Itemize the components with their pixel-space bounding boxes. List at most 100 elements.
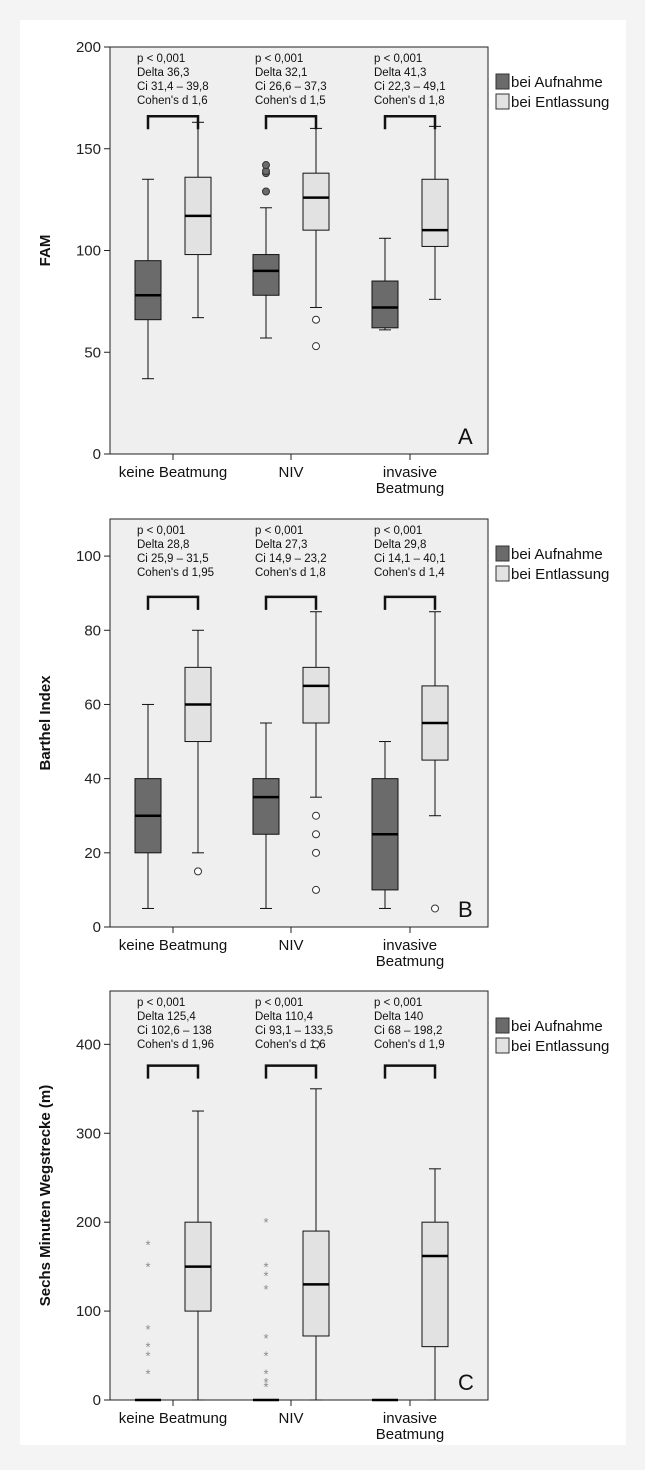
chart-panel-a: 0 50 100 150 200 FAM keine Beatmung NIV invasive… — [37, 39, 609, 497]
stat-annotation: Ci 93,1 – 133,5 — [255, 1025, 333, 1037]
y-tick-label: 150 — [76, 141, 101, 158]
box-iqr — [421, 1221, 449, 1348]
outlier-point — [312, 342, 320, 351]
x-tick-label: Beatmung — [376, 953, 444, 970]
x-tick-label: NIV — [278, 464, 303, 481]
box-entlassung — [421, 611, 449, 913]
outlier-point — [262, 187, 270, 196]
y-tick-label: 100 — [76, 548, 101, 565]
stat-annotation: p < 0,001 — [255, 53, 303, 65]
y-tick-label: 0 — [93, 919, 101, 936]
extreme-point: * — [263, 1269, 268, 1284]
stat-annotation: p < 0,001 — [374, 525, 422, 537]
significance-bracket — [383, 114, 437, 130]
x-tick-label: keine Beatmung — [119, 464, 227, 481]
y-axis-label: Sechs Minuten Wegstrecke (m) — [37, 1085, 54, 1306]
stat-annotation: Delta 32,1 — [255, 67, 307, 79]
extreme-point: * — [145, 1237, 150, 1252]
extreme-point: * — [263, 1331, 268, 1346]
legend-label: bei Aufnahme — [511, 1018, 603, 1035]
extreme-point: * — [263, 1260, 268, 1275]
stat-annotation: Ci 31,4 – 39,8 — [137, 81, 209, 93]
box-aufnahme: ********* — [253, 1215, 279, 1402]
stat-annotation: Cohen's d 1,5 — [255, 95, 326, 107]
box-iqr — [302, 172, 330, 231]
chart-panel-c: 0 100 200 300 400 Sechs Minuten Wegstrecke (m… — [37, 990, 609, 1443]
x-tick-label: NIV — [278, 1410, 303, 1427]
box-entlassung — [302, 611, 330, 894]
series-entlassung — [184, 1040, 449, 1401]
series-aufnahme — [134, 703, 399, 909]
legend-label: bei Entlassung — [511, 1038, 609, 1055]
x-tick-label: NIV — [278, 937, 303, 954]
legend-swatch — [495, 93, 510, 110]
stat-annotation: Ci 102,6 – 138 — [137, 1025, 212, 1037]
outlier-point — [312, 1040, 320, 1049]
box-iqr — [302, 666, 330, 724]
box-aufnahme — [252, 722, 280, 909]
stat-annotation: p < 0,001 — [374, 997, 422, 1009]
significance-bracket — [146, 1064, 200, 1079]
y-tick-label: 200 — [76, 1214, 101, 1231]
series-aufnahme — [134, 161, 399, 380]
box-entlassung — [421, 1168, 449, 1401]
chart-figure: 0 50 100 150 200 FAM keine Beatmung NIV invasive… — [37, 39, 609, 1443]
box-iqr — [421, 178, 449, 247]
stat-annotation: Delta 36,3 — [137, 67, 189, 79]
chart-panel-b: 0 20 40 60 80 100 Barthel Index keine Beatmung N… — [37, 518, 609, 970]
stat-annotation: p < 0,001 — [137, 53, 185, 65]
legend-swatch — [495, 73, 510, 90]
x-tick-label: Beatmung — [376, 480, 444, 497]
x-tick-label: invasive — [383, 1410, 437, 1427]
stat-annotation: Ci 14,9 – 23,2 — [255, 553, 327, 565]
y-tick-label: 50 — [84, 344, 101, 361]
box-entlassung — [184, 1110, 212, 1401]
significance-bracket — [383, 595, 437, 610]
outlier-point — [431, 904, 439, 913]
figure: 0 50 100 150 200 FAM keine Beatmung NIV invasive… — [20, 20, 626, 1445]
box-entlassung — [184, 629, 212, 876]
x-tick-label: invasive — [383, 464, 437, 481]
legend-swatch — [495, 1037, 510, 1054]
y-tick-label: 20 — [84, 845, 101, 862]
legend-label: bei Entlassung — [511, 94, 609, 111]
significance-bracket — [264, 595, 318, 610]
outlier-point — [312, 315, 320, 324]
panel-letter: C — [458, 1370, 474, 1395]
box-entlassung — [302, 1040, 330, 1401]
outlier-point — [312, 830, 320, 839]
extreme-point: * — [263, 1375, 268, 1390]
y-axis-label: Barthel Index — [37, 675, 54, 771]
stat-annotation: p < 0,001 — [137, 525, 185, 537]
stat-annotation: Ci 25,9 – 31,5 — [137, 553, 209, 565]
stat-annotation: Delta 29,8 — [374, 539, 426, 551]
stat-annotation: Delta 125,4 — [137, 1011, 196, 1023]
series-entlassung — [184, 121, 449, 351]
panel-letter: B — [458, 897, 473, 922]
stat-annotation: Ci 26,6 – 37,3 — [255, 81, 327, 93]
extreme-point: * — [263, 1282, 268, 1297]
stat-annotation: p < 0,001 — [255, 997, 303, 1009]
stat-annotation: p < 0,001 — [374, 53, 422, 65]
x-tick-label: keine Beatmung — [119, 1410, 227, 1427]
box-aufnahme — [371, 741, 399, 909]
legend-label: bei Aufnahme — [511, 546, 603, 563]
extreme-point: * — [263, 1380, 268, 1395]
y-axis-label: FAM — [37, 235, 54, 267]
box-iqr — [134, 260, 162, 321]
x-tick-label: Beatmung — [376, 1426, 444, 1443]
stat-annotation: Cohen's d 1,9 — [374, 1039, 445, 1051]
extreme-point: * — [263, 1366, 268, 1381]
significance-bracket — [264, 1064, 318, 1079]
stat-annotation: p < 0,001 — [137, 997, 185, 1009]
box-aufnahme — [371, 237, 399, 331]
stat-annotation: Ci 14,1 – 40,1 — [374, 553, 446, 565]
significance-bracket — [383, 1064, 437, 1079]
legend-label: bei Entlassung — [511, 566, 609, 583]
y-tick-label: 100 — [76, 1303, 101, 1320]
box-entlassung — [184, 121, 212, 319]
box-aufnahme — [134, 178, 162, 380]
box-aufnahme — [134, 703, 162, 909]
box-entlassung — [302, 127, 330, 351]
y-tick-label: 200 — [76, 39, 101, 56]
